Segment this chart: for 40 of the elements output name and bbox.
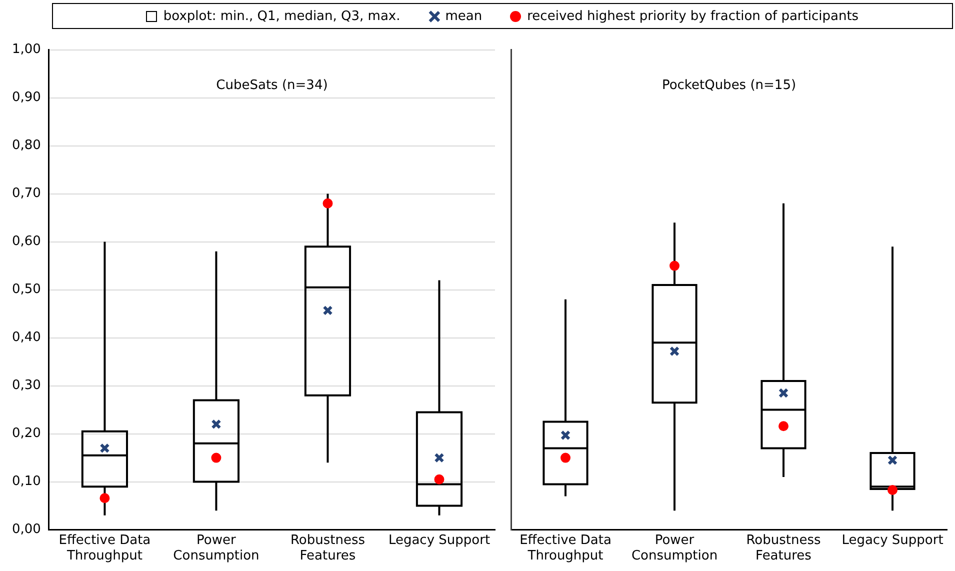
- x-tick-label: Robustness Features: [746, 532, 821, 564]
- x-tick-label: Legacy Support: [842, 532, 944, 548]
- y-tick-label: 0,10: [12, 474, 41, 490]
- x-tick-label: Effective Data Throughput: [58, 532, 151, 564]
- y-tick-label: 0,60: [12, 234, 41, 250]
- y-tick-label: 0,70: [12, 186, 41, 202]
- point: [778, 421, 788, 432]
- y-tick-label: 0,40: [12, 330, 41, 346]
- point: [322, 198, 333, 208]
- point: [778, 388, 789, 398]
- x-tick-label: Power Consumption: [631, 532, 718, 564]
- point: [669, 346, 680, 356]
- y-tick-label: 1,00: [12, 42, 41, 58]
- legend-label: boxplot: min., Q1, median, Q3, max.: [163, 8, 400, 24]
- x-tick-label: Legacy Support: [388, 532, 490, 548]
- y-tick-label: 0,80: [12, 138, 41, 154]
- y-tick-label: 0,30: [12, 378, 41, 394]
- y-tick-label: 0,00: [12, 522, 41, 538]
- text: CubeSats (n=34): [216, 78, 328, 94]
- legend-label: received highest priority by fraction of participants: [527, 8, 859, 24]
- point: [211, 419, 222, 430]
- point: [211, 452, 222, 463]
- point: [888, 484, 898, 495]
- x-tick-label: Effective Data Throughput: [520, 532, 612, 564]
- y-tick-label: 0,20: [12, 426, 41, 442]
- point: [887, 455, 898, 466]
- x-tick-label: Robustness Features: [290, 532, 366, 564]
- point: [100, 493, 110, 504]
- point: [322, 305, 333, 316]
- legend-label: mean: [445, 8, 482, 24]
- x-tick-label: Power Consumption: [173, 532, 260, 564]
- point: [670, 260, 680, 271]
- y-tick-label: 0,50: [12, 282, 41, 298]
- text: PocketQubes (n=15): [662, 78, 796, 94]
- point: [434, 474, 444, 484]
- point: [100, 443, 110, 454]
- y-tick-label: 0,90: [12, 90, 41, 106]
- point: [560, 430, 571, 440]
- point: [560, 452, 570, 463]
- point: [434, 452, 444, 463]
